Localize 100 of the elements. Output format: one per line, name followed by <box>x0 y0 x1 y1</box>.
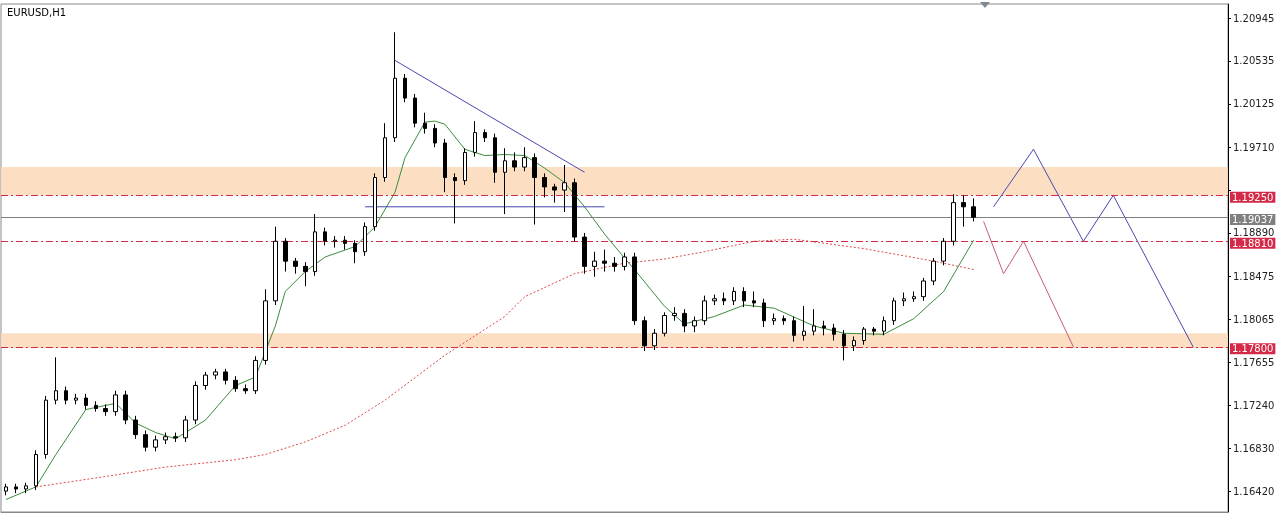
candlestick <box>662 311 667 337</box>
chart-title: EURUSD,H1 <box>7 6 67 18</box>
candlestick <box>283 237 288 273</box>
candlestick <box>832 323 836 342</box>
candlestick <box>752 290 756 308</box>
candlestick <box>133 415 138 440</box>
candlestick <box>652 328 657 351</box>
candlestick <box>672 306 677 322</box>
candlestick <box>762 298 766 328</box>
candlestick <box>921 277 926 302</box>
candlestick <box>273 226 278 306</box>
line-series <box>983 220 1074 348</box>
candlestick <box>512 151 517 172</box>
candlestick <box>902 291 906 307</box>
candlestick <box>572 178 577 242</box>
candlestick <box>54 356 58 405</box>
candlestick <box>113 390 118 417</box>
candlestick <box>522 146 527 172</box>
candlestick <box>433 123 437 148</box>
candlestick <box>353 239 357 264</box>
candlestick <box>253 355 258 395</box>
candlestick <box>123 390 128 425</box>
candlestick <box>542 172 547 198</box>
candlestick <box>822 320 826 336</box>
y-tick-label: 1.17655 <box>1233 356 1275 368</box>
candlestick <box>343 235 347 251</box>
line-series <box>993 148 1194 348</box>
candlestick <box>183 415 188 443</box>
candlestick <box>473 120 477 158</box>
ref-line-label: 1.17800 <box>1232 343 1274 355</box>
candlestick <box>872 326 876 336</box>
candlestick <box>812 308 816 336</box>
candlestick <box>931 257 936 286</box>
candlestick <box>423 112 427 135</box>
y-tick-label: 1.20945 <box>1233 12 1275 24</box>
candlestick <box>14 483 18 494</box>
candlestick <box>233 375 238 393</box>
candlestick <box>203 371 208 391</box>
candlestick <box>143 429 148 452</box>
candlestick <box>373 172 377 232</box>
y-tick-label: 1.18065 <box>1233 313 1275 325</box>
candlestick <box>602 249 607 273</box>
candlestick <box>722 291 726 306</box>
candlestick <box>193 380 198 425</box>
candlestick <box>842 329 846 361</box>
y-tick-label: 1.20535 <box>1233 55 1275 67</box>
candlestick <box>592 251 597 278</box>
candlestick <box>742 286 746 308</box>
y-tick-label: 1.16420 <box>1233 485 1275 497</box>
candlestick <box>333 235 337 249</box>
y-tick-label: 1.18890 <box>1233 227 1275 239</box>
candlestick <box>363 221 367 257</box>
candlestick <box>503 147 507 215</box>
candlestick <box>862 326 866 346</box>
candlestick <box>403 73 407 103</box>
candlestick <box>303 261 308 287</box>
candlestick <box>892 297 896 326</box>
candlestick <box>552 183 557 204</box>
candlestick <box>612 256 617 273</box>
candlestick <box>64 386 68 405</box>
candlestick <box>941 237 946 266</box>
candlestick <box>692 316 697 333</box>
candlestick <box>243 383 248 395</box>
candlestick <box>882 316 886 336</box>
line-series <box>5 120 975 500</box>
candlestick <box>313 213 317 277</box>
candlestick <box>24 482 28 494</box>
candlestick <box>103 403 108 417</box>
candlestick <box>582 232 587 275</box>
candlestick <box>173 432 178 443</box>
y-tick-label: 1.16830 <box>1233 442 1275 454</box>
y-tick-label: 1.17240 <box>1233 399 1275 411</box>
candlestick <box>94 400 98 413</box>
candlestick <box>483 128 487 143</box>
candlestick <box>642 316 647 352</box>
candlestick <box>772 312 776 326</box>
candlestick <box>323 227 327 246</box>
candlestick <box>702 295 707 326</box>
candlestick <box>632 252 637 326</box>
candlestick <box>153 435 158 452</box>
ref-line-label: 1.19250 <box>1232 191 1274 203</box>
candlestick <box>852 335 856 352</box>
candlestick <box>44 395 48 460</box>
candlestick <box>951 193 956 246</box>
candlestick <box>802 305 806 342</box>
candlestick <box>393 31 397 143</box>
candlestick <box>792 316 796 343</box>
candlestick <box>453 172 457 225</box>
y-tick-label: 1.18475 <box>1233 270 1275 282</box>
candlestick <box>213 368 218 380</box>
ref-line-label: 1.18810 <box>1232 237 1274 249</box>
candlestick <box>84 393 88 411</box>
candlestick <box>532 152 537 226</box>
candlestick <box>74 393 78 405</box>
candlestick <box>163 432 168 445</box>
candlestick <box>493 133 497 184</box>
candlestick <box>562 164 567 213</box>
candlestick <box>712 294 717 306</box>
candlestick <box>622 252 627 272</box>
candlestick <box>961 194 966 228</box>
